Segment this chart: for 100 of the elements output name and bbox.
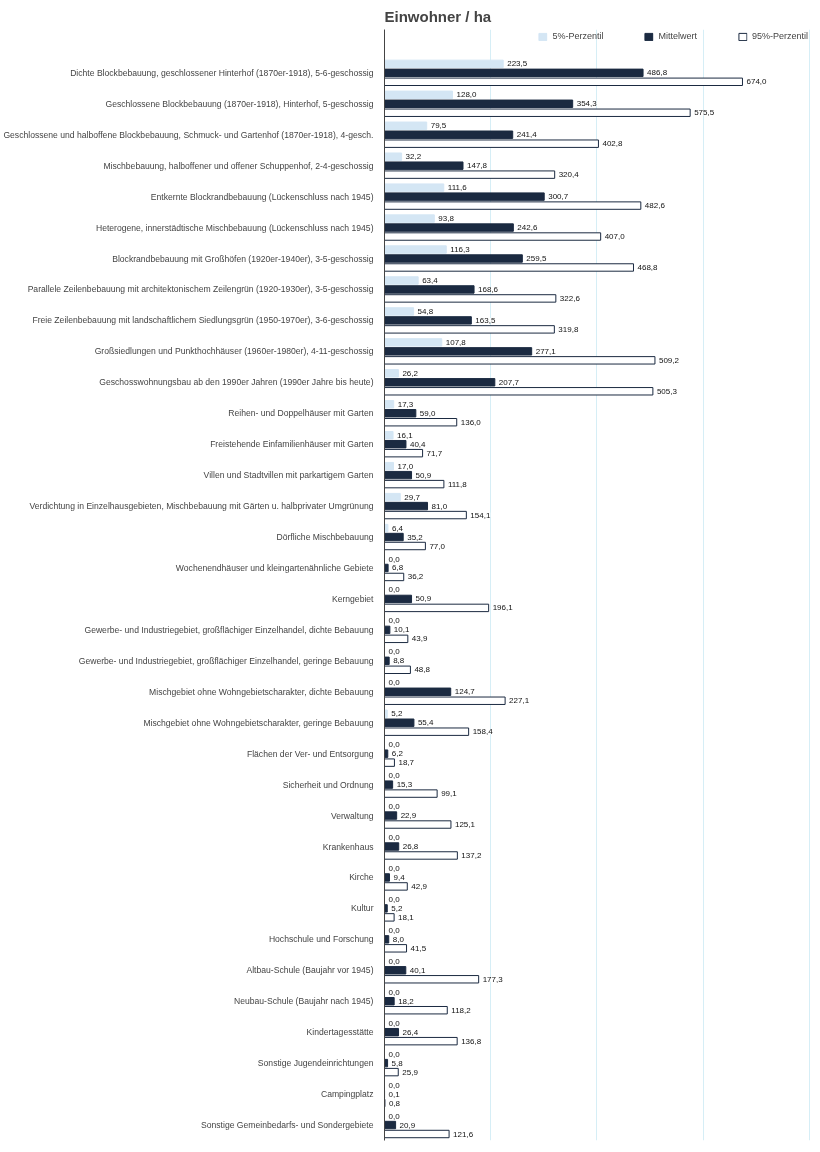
data-label: 121,6 [453, 1129, 474, 1139]
data-label: 259,5 [526, 254, 547, 264]
data-label: 8,0 [392, 934, 405, 944]
y-tick-label: Mischgebiet ohne Wohngebietscharakter, dichte Bebauung [149, 686, 374, 697]
data-label: 322,6 [559, 293, 581, 303]
data-label: 9,4 [393, 872, 406, 882]
data-label: 15,3 [396, 780, 413, 790]
data-label: 0,0 [388, 678, 401, 688]
data-label: 0,0 [388, 925, 401, 935]
data-label: 6,4 [391, 523, 404, 533]
y-tick-label: Dichte Blockbebauung, geschlossener Hinterhof (1870er-1918), 5-6-geschossig [70, 67, 374, 78]
y-tick-label: Verwaltung [330, 810, 374, 821]
data-label: 0,0 [388, 956, 401, 966]
data-label: 42,9 [411, 881, 428, 891]
data-label: 43,9 [411, 634, 428, 644]
y-tick-label: Altbau-Schule (Baujahr vor 1945) [246, 965, 374, 976]
data-label: 0,0 [388, 1111, 401, 1121]
data-label: 154,1 [470, 510, 491, 520]
data-label: 79,5 [430, 121, 447, 131]
data-label: 486,8 [647, 68, 668, 78]
data-label: 0,0 [388, 616, 401, 626]
data-label: 158,4 [472, 727, 494, 737]
legend-label: Mittelwert [658, 31, 697, 41]
y-tick-label: Freie Zeilenbebauung mit landschaftlichem Siedlungsgrün (1950-1970er), 3-6-geschossig [32, 315, 374, 326]
data-label: 0,0 [388, 771, 401, 781]
data-label: 0,0 [388, 554, 401, 564]
data-label: 25,9 [402, 1067, 419, 1077]
data-label: 0,0 [388, 802, 401, 812]
legend-label: 95%-Perzentil [751, 31, 808, 41]
y-tick-label: Gewerbe- und Industriegebiet, großflächiger Einzelhandel, dichte Bebauung [84, 624, 374, 635]
data-label: 41,5 [410, 943, 427, 953]
data-label: 509,2 [658, 355, 680, 365]
y-tick-label: Kultur [351, 903, 374, 914]
data-label: 18,7 [398, 758, 415, 768]
data-label: 16,1 [397, 430, 414, 440]
y-tick-label: Neubau-Schule (Baujahr nach 1945) [234, 996, 374, 1007]
data-label: 63,4 [422, 275, 439, 285]
data-label: 137,2 [461, 850, 482, 860]
y-tick-label: Entkernte Blockrandbebauung (Lückenschluss nach 1945) [150, 191, 374, 202]
data-label: 0,0 [388, 585, 401, 595]
data-label: 118,2 [451, 1005, 472, 1015]
data-label: 0,8 [388, 1098, 401, 1108]
data-label: 0,0 [388, 647, 401, 657]
data-label: 163,5 [475, 315, 496, 325]
data-label: 147,8 [467, 161, 488, 171]
data-label: 26,2 [402, 368, 419, 378]
data-label: 26,8 [402, 842, 419, 851]
y-tick-label: Kirche [349, 872, 374, 883]
data-label: 402,8 [602, 139, 624, 149]
data-label: 0,0 [388, 833, 401, 843]
y-tick-label: Heterogene, innerstädtische Mischbebauung (Lückenschluss nach 1945) [95, 222, 374, 233]
data-label: 207,7 [498, 377, 520, 387]
data-label: 482,6 [644, 201, 666, 211]
data-label: 177,3 [482, 974, 504, 984]
data-label: 5,8 [391, 1058, 404, 1068]
data-label: 505,3 [656, 386, 678, 396]
y-tick-label: Verdichtung in Einzelhausgebieten, Mischbebauung mit Gärten u. halbprivater Umgrünung [29, 501, 374, 512]
data-label: 320,4 [558, 170, 580, 180]
y-tick-label: Sonstige Gemeinbedarfs- und Sondergebiete [201, 1120, 374, 1131]
data-label: 111,6 [447, 183, 468, 193]
y-tick-label: Geschosswohnungsbau ab den 1990er Jahren (1990er Jahre bis heute) [99, 377, 374, 388]
data-label: 40,1 [409, 965, 426, 975]
y-tick-label: Sonstige Jugendeinrichtungen [257, 1058, 374, 1069]
data-label: 468,8 [637, 262, 659, 272]
data-label: 18,1 [398, 912, 415, 922]
data-label: 0,0 [388, 1018, 401, 1028]
data-label: 77,0 [429, 541, 446, 551]
data-label: 0,0 [388, 1080, 401, 1090]
data-label: 223,5 [507, 59, 528, 69]
data-label: 168,6 [478, 284, 499, 294]
data-label: 6,8 [392, 563, 404, 573]
data-label: 18,2 [398, 996, 415, 1006]
data-label: 71,7 [426, 448, 443, 458]
data-label: 50,9 [415, 594, 432, 604]
y-tick-label: Blockrandbebauung mit Großhöfen (1920er-1940er), 3-5-geschossig [112, 253, 374, 264]
y-tick-label: Gewerbe- und Industriegebiet, großflächiger Einzelhandel, geringe Bebauung [78, 655, 374, 666]
data-label: 196,1 [492, 603, 514, 613]
data-label: 20,9 [399, 1120, 416, 1130]
data-label: 29,7 [404, 492, 421, 502]
data-label: 22,9 [400, 811, 417, 821]
y-tick-label: Mischbebauung, halboffener und offener Schuppenhof, 2-4-geschossig [103, 160, 374, 171]
data-label: 300,7 [548, 192, 569, 202]
data-label: 124,7 [454, 687, 476, 697]
data-label: 99,1 [441, 789, 458, 799]
y-tick-label: Freistehende Einfamilienhäuser mit Garten [210, 439, 374, 450]
data-label: 227,1 [509, 696, 530, 706]
data-label: 136,0 [460, 417, 482, 427]
data-label: 32,2 [405, 152, 422, 162]
data-label: 36,2 [407, 572, 424, 582]
y-tick-label: Campingplatz [320, 1089, 374, 1100]
data-label: 40,4 [409, 439, 427, 449]
y-tick-label: Villen und Stadtvillen mit parkartigem Garten [203, 470, 374, 481]
data-label: 8,8 [393, 656, 405, 666]
data-label: 136,8 [461, 1036, 482, 1046]
data-label: 6,2 [391, 749, 404, 759]
y-tick-label: Wochenendhäuser und kleingartenähnliche Gebiete [175, 562, 374, 573]
data-label: 17,0 [397, 461, 414, 471]
y-tick-label: Dörfliche Mischbebauung [276, 532, 374, 543]
y-tick-label: Parallele Zeilenbebauung mit architektonischem Zeilengrün (1920-1930er), 3-5-geschossig [27, 284, 374, 295]
data-label: 55,4 [417, 718, 435, 728]
